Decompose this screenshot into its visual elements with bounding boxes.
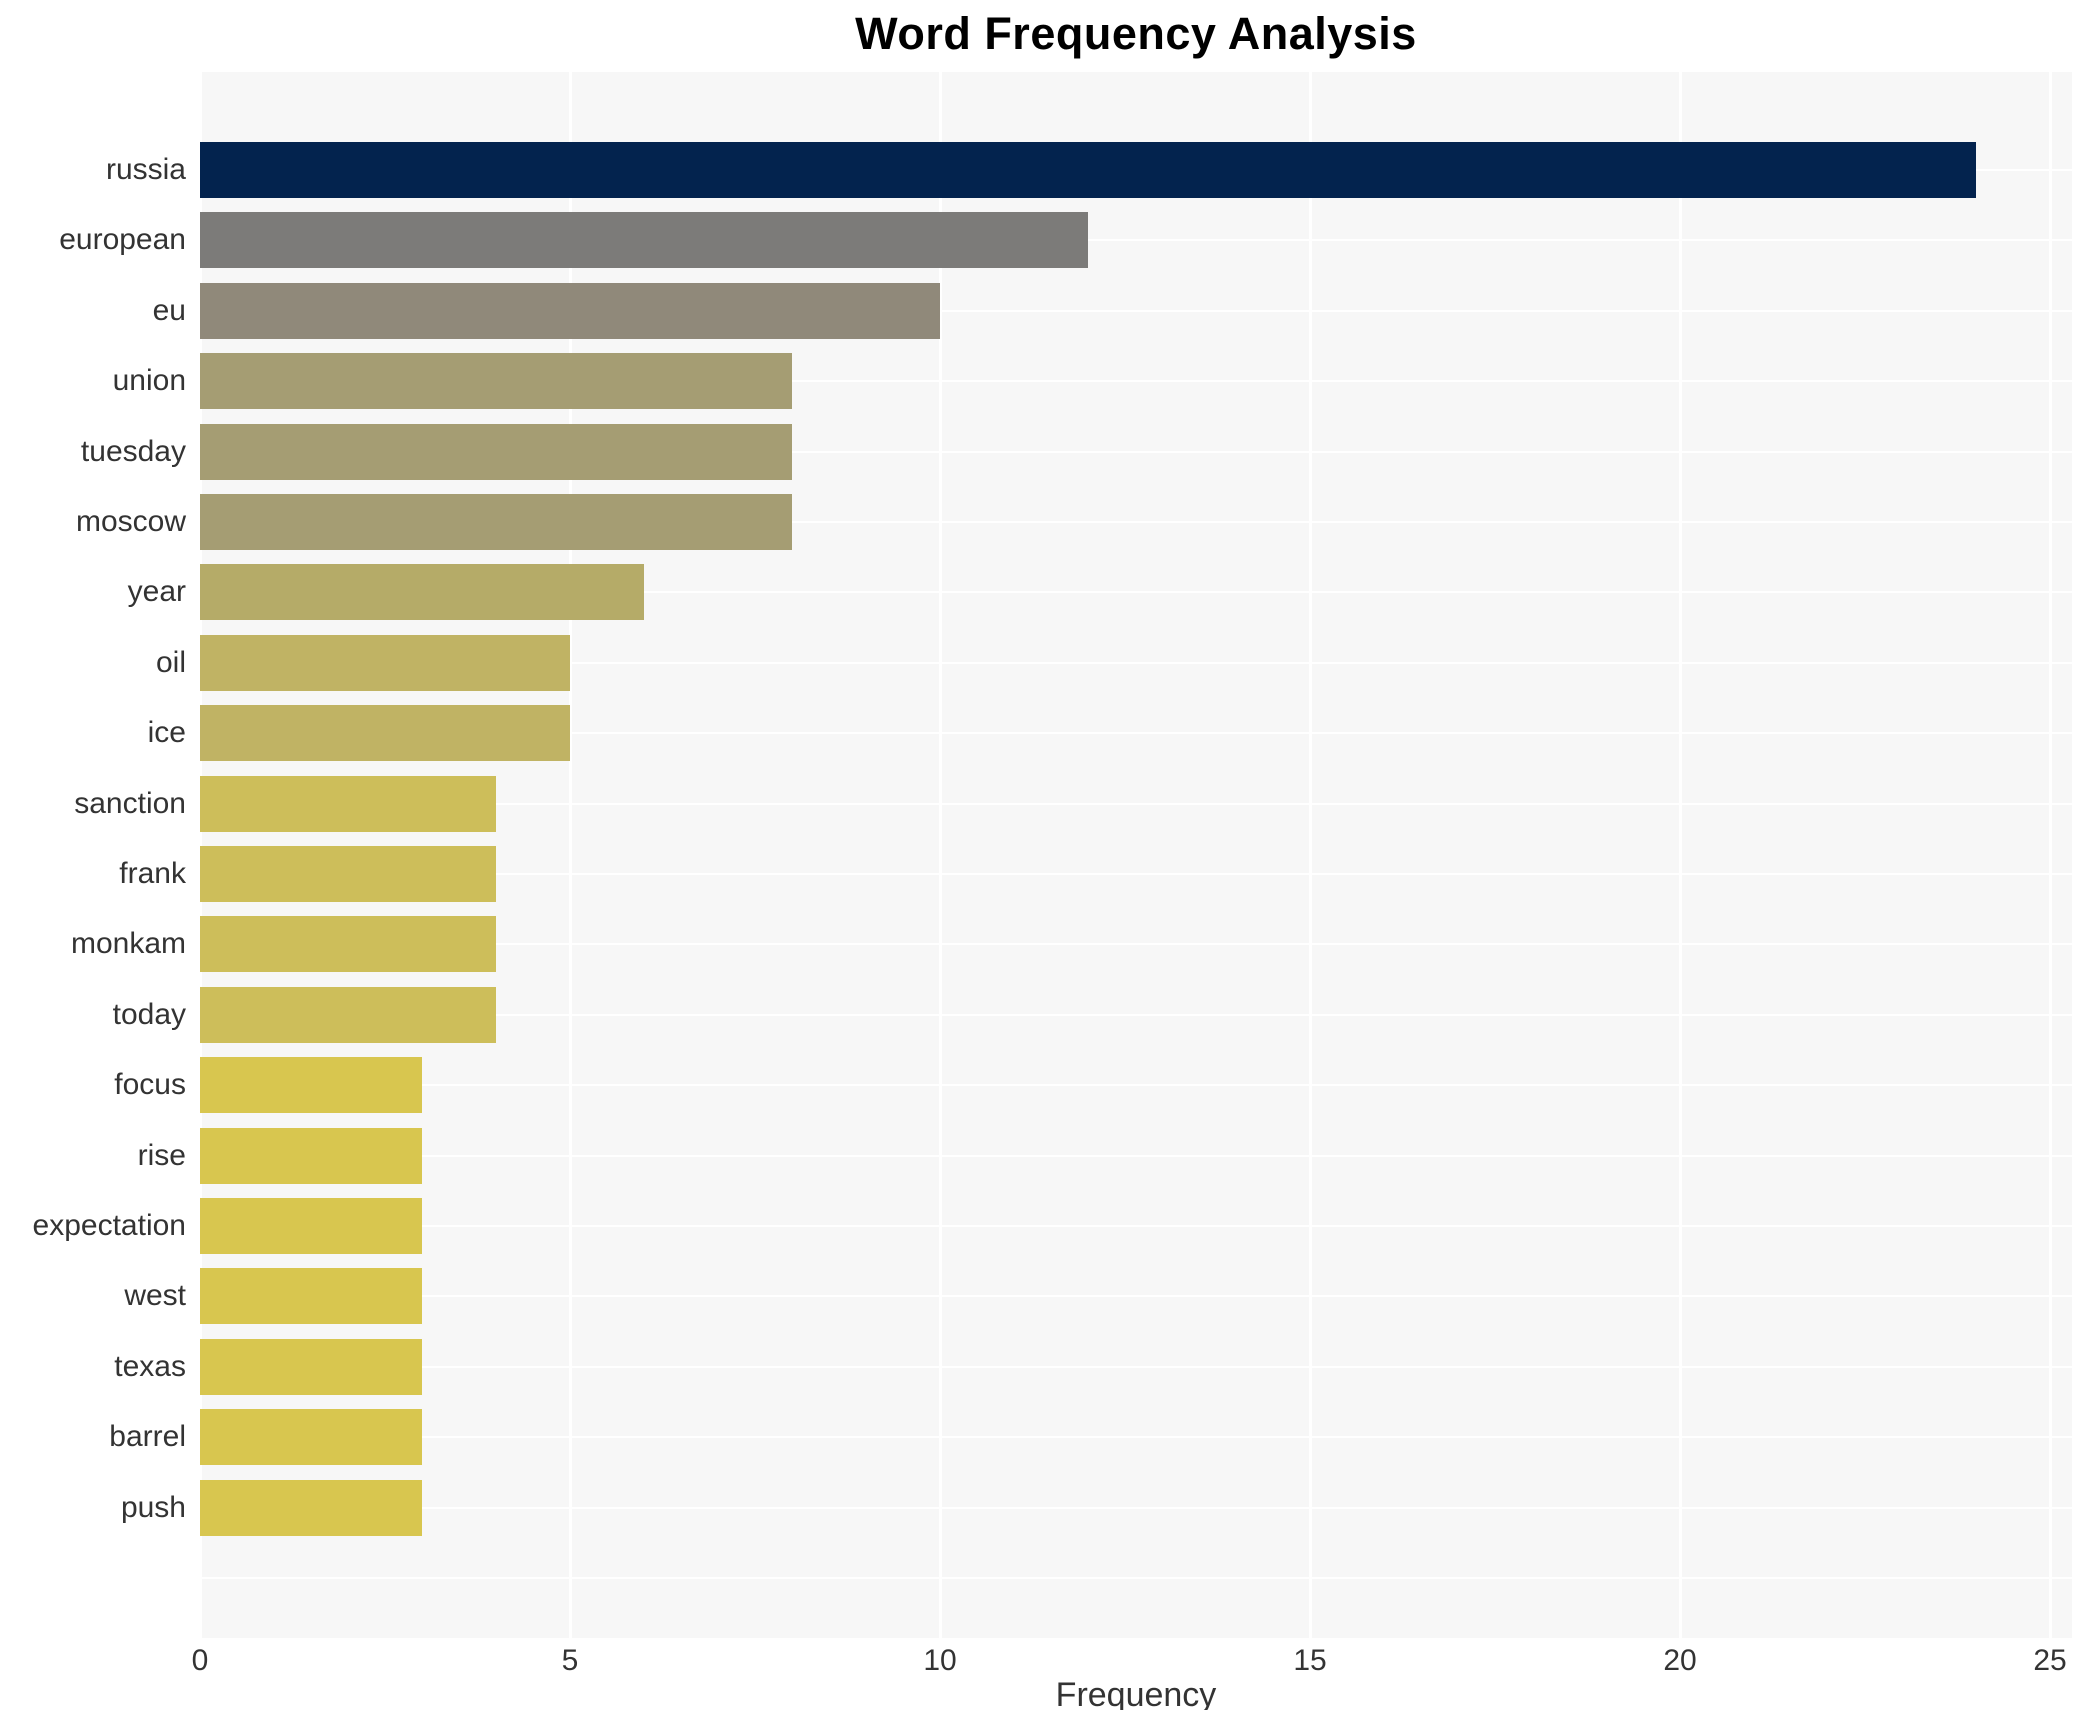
x-gridline [1309, 72, 1312, 1638]
y-gridline [200, 1295, 2072, 1297]
x-tick-label: 20 [1663, 1644, 1697, 1677]
y-gridline [200, 662, 2072, 664]
y-gridline [200, 1507, 2072, 1509]
bar-frank [200, 846, 496, 902]
bar-oil [200, 635, 570, 691]
category-label-expectation: expectation [32, 1209, 186, 1242]
y-gridline [200, 732, 2072, 734]
x-axis: 0 5 10 15 20 25 [192, 1644, 2072, 1684]
bar-sanction [200, 776, 496, 832]
y-gridline [200, 1014, 2072, 1016]
y-gridline [200, 380, 2072, 382]
bar-west [200, 1268, 422, 1324]
y-gridline [200, 521, 2072, 523]
category-label-ice: ice [147, 716, 186, 749]
bar-tuesday [200, 424, 792, 480]
x-tick-label: 0 [191, 1644, 209, 1677]
category-label-year: year [127, 575, 186, 608]
category-label-european: european [59, 223, 186, 256]
y-gridline [200, 943, 2072, 945]
y-gridline [200, 1577, 2072, 1579]
y-gridline [200, 1366, 2072, 1368]
x-gridline [939, 72, 942, 1638]
x-gridline [1679, 72, 1682, 1638]
category-label-rise: rise [137, 1139, 186, 1172]
chart-title: Word Frequency Analysis [855, 8, 1417, 59]
bar-year [200, 564, 644, 620]
category-label-moscow: moscow [75, 505, 186, 538]
bar-rise [200, 1128, 422, 1184]
x-tick-label: 5 [561, 1644, 579, 1677]
bar-today [200, 987, 496, 1043]
category-label-texas: texas [114, 1350, 186, 1383]
x-tick-label: 25 [2033, 1644, 2067, 1677]
x-gridline [2049, 72, 2052, 1638]
bar-moscow [200, 494, 792, 550]
x-tick-label: 10 [923, 1644, 957, 1677]
category-label-barrel: barrel [109, 1420, 186, 1453]
y-gridline [200, 873, 2072, 875]
bar-european [200, 212, 1088, 268]
x-axis-title: Frequency [1055, 1676, 1217, 1710]
category-label-monkam: monkam [70, 927, 186, 960]
bar-expectation [200, 1198, 422, 1254]
plot-panel [199, 72, 2072, 1638]
x-gridline [569, 72, 572, 1638]
category-label-union: union [112, 364, 186, 397]
category-label-today: today [112, 998, 186, 1031]
y-gridline [200, 591, 2072, 593]
bar-push [200, 1480, 422, 1536]
category-label-eu: eu [152, 294, 186, 327]
category-label-west: west [124, 1279, 186, 1312]
y-gridline [200, 803, 2072, 805]
bar-focus [200, 1057, 422, 1113]
bar-ice [200, 705, 570, 761]
category-label-oil: oil [155, 646, 186, 679]
category-label-russia: russia [105, 153, 186, 186]
category-label-tuesday: tuesday [80, 435, 186, 468]
bar-texas [200, 1339, 422, 1395]
y-gridline [200, 1436, 2072, 1438]
y-gridline [200, 1225, 2072, 1227]
y-gridline [200, 310, 2072, 312]
category-label-focus: focus [114, 1068, 186, 1101]
x-tick-label: 15 [1293, 1644, 1327, 1677]
bar-russia [200, 142, 1976, 198]
y-gridline [200, 239, 2072, 241]
bar-union [200, 353, 792, 409]
y-gridline [200, 451, 2072, 453]
bar-eu [200, 283, 940, 339]
category-label-sanction: sanction [74, 787, 186, 820]
category-label-frank: frank [119, 857, 186, 890]
bar-barrel [200, 1409, 422, 1465]
y-gridline [200, 1155, 2072, 1157]
y-gridline [200, 1084, 2072, 1086]
category-label-push: push [120, 1491, 186, 1524]
bar-monkam [200, 916, 496, 972]
